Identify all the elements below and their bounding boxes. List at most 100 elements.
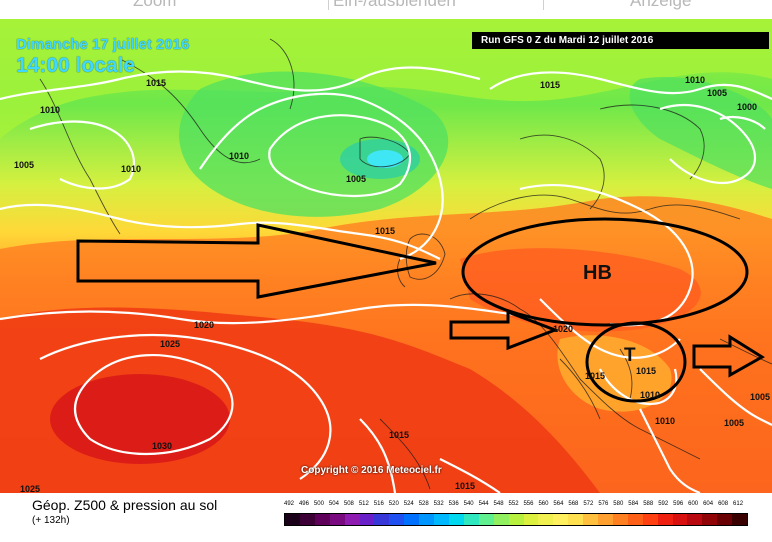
legend-swatch bbox=[642, 514, 658, 525]
legend-swatch bbox=[702, 514, 718, 525]
pressure-label: 1020 bbox=[553, 324, 574, 334]
toolbar-item-display[interactable]: Anzeige bbox=[630, 0, 692, 10]
pressure-label: 1005 bbox=[346, 174, 367, 184]
legend-swatch bbox=[359, 514, 375, 525]
legend-scale-value: 604 bbox=[703, 501, 714, 507]
pressure-label: 1010 bbox=[640, 390, 661, 400]
legend-scale-value: 588 bbox=[643, 501, 654, 507]
legend-swatch bbox=[434, 514, 449, 525]
arrow-middle bbox=[449, 309, 560, 351]
annotations bbox=[76, 217, 765, 403]
map-date: Dimanche 17 juillet 2016 bbox=[16, 36, 190, 53]
legend-scale-value: 540 bbox=[463, 501, 474, 507]
zone-cyan bbox=[367, 150, 403, 168]
zone-green-east bbox=[629, 77, 772, 189]
pressure-label: 1010 bbox=[121, 164, 142, 174]
legend-swatch bbox=[478, 514, 494, 525]
legend-scale-value: 556 bbox=[523, 501, 534, 507]
legend-swatch bbox=[493, 514, 509, 525]
pressure-label: 1000 bbox=[737, 102, 758, 112]
pressure-label: 1005 bbox=[724, 418, 745, 428]
pressure-label: 1015 bbox=[389, 430, 410, 440]
pressure-label: 1005 bbox=[750, 392, 771, 402]
legend-swatch bbox=[374, 514, 390, 525]
legend-swatch bbox=[419, 514, 435, 525]
legend-scale-value: 492 bbox=[284, 501, 295, 507]
zone-balkans bbox=[557, 335, 672, 412]
legend-swatch bbox=[612, 514, 628, 525]
zone-light-green bbox=[0, 19, 772, 139]
legend-scale-value: 532 bbox=[433, 501, 444, 507]
legend-swatch bbox=[523, 514, 539, 525]
legend-swatch bbox=[285, 514, 300, 525]
legend-scale-value: 504 bbox=[328, 501, 339, 507]
legend-scale-value: 544 bbox=[478, 501, 489, 507]
pressure-label: 1015 bbox=[585, 371, 606, 381]
legend-title: Géop. Z500 & pression au sol bbox=[32, 497, 218, 513]
legend-scale-value: 600 bbox=[688, 501, 699, 507]
legend-scale-value: 528 bbox=[418, 501, 429, 507]
pressure-label: 1015 bbox=[636, 366, 657, 376]
legend-scale-value: 516 bbox=[373, 501, 384, 507]
pressure-label: 1010 bbox=[685, 75, 706, 85]
map-time: 14:00 locale bbox=[16, 54, 136, 77]
toolbar-separator bbox=[543, 0, 544, 10]
legend-swatch bbox=[717, 514, 733, 525]
legend-swatch bbox=[672, 514, 688, 525]
legend-swatch bbox=[344, 514, 360, 525]
toolbar-item-zoom[interactable]: Zoom bbox=[133, 0, 177, 10]
legend-scale-value: 568 bbox=[568, 501, 579, 507]
legend-scale-value: 580 bbox=[613, 501, 624, 507]
legend-swatch bbox=[598, 514, 613, 525]
run-info-box: Run GFS 0 Z du Mardi 12 juillet 2016 bbox=[472, 32, 769, 49]
isobars bbox=[0, 66, 772, 493]
legend-scale-value: 612 bbox=[733, 501, 744, 507]
pressure-label: 1015 bbox=[540, 80, 561, 90]
pressure-label: 1015 bbox=[375, 226, 396, 236]
legend-scale-value: 584 bbox=[628, 501, 639, 507]
pressure-label: 1005 bbox=[707, 88, 728, 98]
legend-swatch bbox=[583, 514, 599, 525]
legend-swatch bbox=[329, 514, 345, 525]
legend-scale-value: 576 bbox=[598, 501, 609, 507]
pressure-label: 1010 bbox=[655, 416, 676, 426]
pressure-label: 1020 bbox=[194, 320, 215, 330]
zone-central-europe bbox=[460, 248, 701, 332]
legend-scale-value: 500 bbox=[313, 501, 324, 507]
legend-swatch bbox=[687, 514, 703, 525]
big-flow-arrow bbox=[76, 223, 437, 299]
pressure-label: 1010 bbox=[40, 105, 61, 115]
legend-scale-value: 560 bbox=[538, 501, 549, 507]
legend-swatch bbox=[732, 514, 748, 525]
legend-scale-value: 572 bbox=[583, 501, 594, 507]
arrow-east bbox=[692, 334, 765, 378]
legend-scale-value: 596 bbox=[673, 501, 684, 507]
weather-map: Run GFS 0 Z du Mardi 12 juillet 2016 Dim… bbox=[0, 19, 772, 493]
legend-swatch bbox=[568, 514, 584, 525]
legend-swatch bbox=[404, 514, 420, 525]
map-graphic bbox=[0, 19, 772, 493]
legend-swatch bbox=[389, 514, 405, 525]
legend-scale-value: 548 bbox=[493, 501, 504, 507]
legend-scale-value: 496 bbox=[298, 501, 309, 507]
low-pressure-label: T bbox=[624, 345, 636, 366]
legend-swatch bbox=[657, 514, 673, 525]
toolbar: Zoom Ein-/ausblenden Anzeige bbox=[0, 0, 772, 19]
toolbar-separator bbox=[328, 0, 329, 10]
toolbar-item-toggle[interactable]: Ein-/ausblenden bbox=[333, 0, 456, 10]
legend-scale-value: 508 bbox=[343, 501, 354, 507]
high-pressure-label: HB bbox=[583, 262, 612, 284]
legend-swatch bbox=[314, 514, 330, 525]
pressure-label: 1015 bbox=[146, 78, 167, 88]
pressure-label: 1005 bbox=[14, 160, 35, 170]
pressure-label: 1030 bbox=[152, 441, 173, 451]
legend-scale-value: 608 bbox=[718, 501, 729, 507]
high-pressure-ellipse bbox=[461, 217, 749, 327]
pressure-label: 1025 bbox=[160, 339, 181, 349]
legend-scale-labels: 492 496 500 504 508 512 516 520 524 528 532 536 540 5… bbox=[284, 501, 748, 511]
legend-swatch bbox=[448, 514, 464, 525]
legend-scale-value: 552 bbox=[508, 501, 519, 507]
legend-scale-value: 524 bbox=[403, 501, 414, 507]
legend-swatch bbox=[508, 514, 524, 525]
pressure-label: 1010 bbox=[229, 151, 250, 161]
